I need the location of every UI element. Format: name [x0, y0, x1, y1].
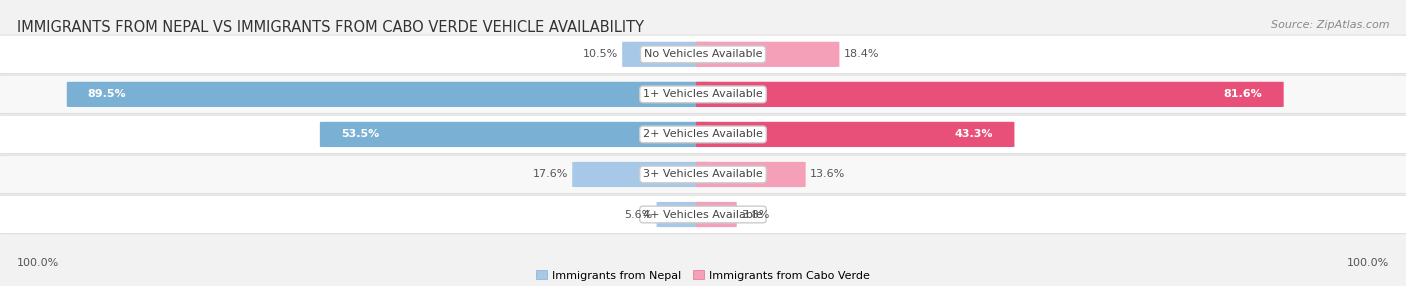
Text: 5.6%: 5.6% — [624, 210, 652, 219]
Text: 2+ Vehicles Available: 2+ Vehicles Available — [643, 130, 763, 139]
Text: 4+ Vehicles Available: 4+ Vehicles Available — [643, 210, 763, 219]
Text: 43.3%: 43.3% — [955, 130, 994, 139]
FancyBboxPatch shape — [696, 122, 1015, 147]
Text: 100.0%: 100.0% — [1347, 258, 1389, 268]
FancyBboxPatch shape — [0, 195, 1406, 234]
FancyBboxPatch shape — [696, 42, 839, 67]
Text: Source: ZipAtlas.com: Source: ZipAtlas.com — [1271, 20, 1389, 30]
Text: 1+ Vehicles Available: 1+ Vehicles Available — [643, 90, 763, 99]
FancyBboxPatch shape — [67, 82, 710, 107]
FancyBboxPatch shape — [0, 75, 1406, 114]
Text: IMMIGRANTS FROM NEPAL VS IMMIGRANTS FROM CABO VERDE VEHICLE AVAILABILITY: IMMIGRANTS FROM NEPAL VS IMMIGRANTS FROM… — [17, 20, 644, 35]
Text: 100.0%: 100.0% — [17, 258, 59, 268]
Legend: Immigrants from Nepal, Immigrants from Cabo Verde: Immigrants from Nepal, Immigrants from C… — [531, 266, 875, 285]
Text: 10.5%: 10.5% — [582, 49, 619, 59]
FancyBboxPatch shape — [621, 42, 710, 67]
FancyBboxPatch shape — [0, 115, 1406, 154]
Text: 13.6%: 13.6% — [810, 170, 845, 179]
Text: 17.6%: 17.6% — [533, 170, 568, 179]
Text: 53.5%: 53.5% — [340, 130, 380, 139]
Text: 3.8%: 3.8% — [741, 210, 769, 219]
Text: 89.5%: 89.5% — [87, 90, 127, 99]
Text: 18.4%: 18.4% — [844, 49, 879, 59]
FancyBboxPatch shape — [696, 202, 737, 227]
FancyBboxPatch shape — [657, 202, 710, 227]
FancyBboxPatch shape — [572, 162, 710, 187]
FancyBboxPatch shape — [0, 35, 1406, 74]
FancyBboxPatch shape — [696, 82, 1284, 107]
FancyBboxPatch shape — [0, 155, 1406, 194]
Text: 3+ Vehicles Available: 3+ Vehicles Available — [643, 170, 763, 179]
Text: 81.6%: 81.6% — [1223, 90, 1263, 99]
FancyBboxPatch shape — [319, 122, 710, 147]
FancyBboxPatch shape — [696, 162, 806, 187]
Text: No Vehicles Available: No Vehicles Available — [644, 49, 762, 59]
